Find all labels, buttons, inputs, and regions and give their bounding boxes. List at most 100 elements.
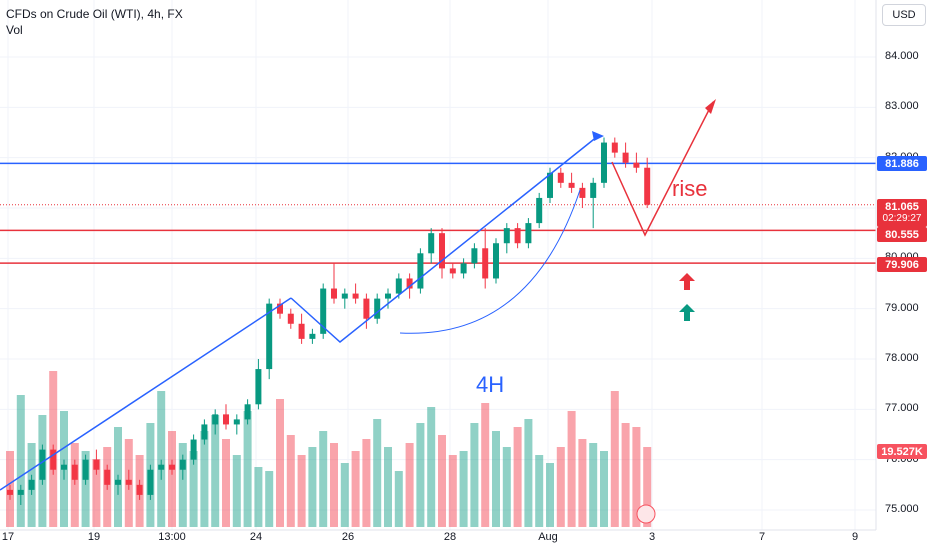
symbol-title[interactable]: CFDs on Crude Oil (WTI), 4h, FX	[6, 7, 183, 21]
up-arrow-red	[679, 273, 695, 290]
candle-body	[104, 469, 111, 485]
candle-body	[385, 293, 391, 299]
volume-bar	[589, 443, 598, 527]
horizontal-levels	[0, 162, 876, 264]
candles	[7, 137, 651, 505]
candle-body	[17, 489, 24, 495]
x-tick-label: 13:00	[158, 531, 186, 543]
candle-body	[212, 414, 219, 425]
candle-body	[277, 303, 283, 314]
volume-bar	[535, 455, 544, 527]
volume-label[interactable]: Vol	[6, 23, 23, 37]
y-tick-label: 83.000	[885, 100, 919, 113]
x-tick-label: 26	[341, 531, 355, 543]
volume-bar	[351, 451, 360, 527]
candle-body	[39, 449, 46, 480]
candle-body	[482, 248, 489, 279]
countdown-timer: 02:29:27	[882, 213, 922, 224]
volume-bar	[578, 439, 587, 527]
volume-bar	[222, 439, 230, 527]
level-tag-79906: 79.906	[877, 257, 927, 272]
candle-body	[514, 228, 521, 244]
candle-body	[525, 223, 532, 244]
candle-body	[611, 142, 618, 153]
y-tick-label: 78.000	[885, 352, 919, 364]
volume-bar	[416, 423, 425, 527]
volume-bar	[340, 463, 349, 527]
candle-body	[50, 449, 57, 470]
candle-body	[298, 323, 305, 339]
trend-line-1	[0, 297, 292, 491]
y-tick-label: 77.000	[885, 402, 919, 415]
candle-body	[158, 464, 165, 470]
volume-bar	[524, 419, 533, 527]
candle-body	[320, 288, 327, 334]
volume-bar	[168, 431, 176, 527]
candle-body	[644, 167, 651, 205]
candle-body	[136, 484, 143, 495]
candle-body	[622, 152, 629, 163]
candle-body	[579, 187, 586, 198]
candle-body	[374, 298, 381, 319]
volume-bar	[427, 407, 436, 527]
volume-bar	[621, 423, 630, 527]
volume-bar	[243, 411, 252, 527]
volume-bar	[232, 455, 241, 527]
candle-body	[28, 479, 35, 490]
candle-body	[503, 228, 510, 244]
volume-bar	[16, 395, 25, 527]
volume-bar	[556, 447, 565, 527]
volume-bar	[297, 455, 306, 527]
candle-body	[331, 288, 337, 299]
candle-body	[223, 414, 229, 425]
volume-bar	[438, 435, 446, 527]
candle-body	[633, 162, 640, 168]
candle-body	[233, 419, 240, 425]
volume-bar	[200, 431, 209, 527]
x-tick-label: 17	[1, 531, 15, 543]
volume-bar	[92, 459, 101, 527]
y-tick-label: 79.000	[885, 301, 919, 314]
chart-legend: CFDs on Crude Oil (WTI), 4h, FX Vol	[6, 6, 183, 38]
volume-bar	[384, 447, 392, 527]
timeframe-annotation: 4H	[476, 372, 505, 397]
candle-body	[115, 479, 121, 485]
volume-bar	[600, 451, 608, 527]
volume-bar	[362, 439, 371, 527]
candle-body	[255, 369, 262, 405]
candle-body	[363, 298, 370, 319]
candle-body	[179, 459, 186, 470]
drawing-tools	[0, 99, 716, 491]
candle-body	[493, 243, 499, 279]
volume-bar	[502, 447, 511, 527]
volume-bar	[308, 447, 317, 527]
volume-bar	[319, 431, 328, 527]
candle-body	[266, 303, 273, 370]
volume-bar	[405, 443, 414, 527]
volume-bar	[189, 451, 198, 527]
y-tick-label: 84.000	[885, 50, 919, 62]
currency-button[interactable]: USD	[882, 4, 926, 26]
x-tick-label: 7	[758, 531, 766, 543]
grid-lines	[0, 0, 876, 530]
x-tick-label: 28	[443, 531, 457, 543]
volume-bar	[470, 423, 479, 527]
candle-body	[147, 469, 154, 495]
last-price-value: 81.065	[885, 201, 919, 213]
forecast-path	[611, 101, 714, 237]
volume-bar	[492, 431, 500, 527]
volume-bar	[567, 411, 576, 527]
volume-bar	[459, 451, 468, 527]
volume-bar	[276, 399, 284, 527]
candle-body	[590, 182, 597, 198]
candle-body	[439, 233, 445, 269]
volume-bar	[81, 451, 90, 527]
volume-bars	[6, 371, 652, 527]
candle-body	[82, 459, 89, 480]
volume-bar	[254, 467, 263, 527]
volume-bar	[178, 443, 187, 527]
candle-body	[61, 464, 67, 470]
candle-body	[244, 404, 251, 420]
x-tick-label: 24	[249, 531, 263, 543]
